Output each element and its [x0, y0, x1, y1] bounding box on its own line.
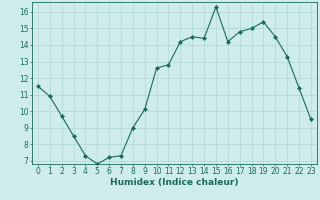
X-axis label: Humidex (Indice chaleur): Humidex (Indice chaleur)	[110, 178, 239, 187]
